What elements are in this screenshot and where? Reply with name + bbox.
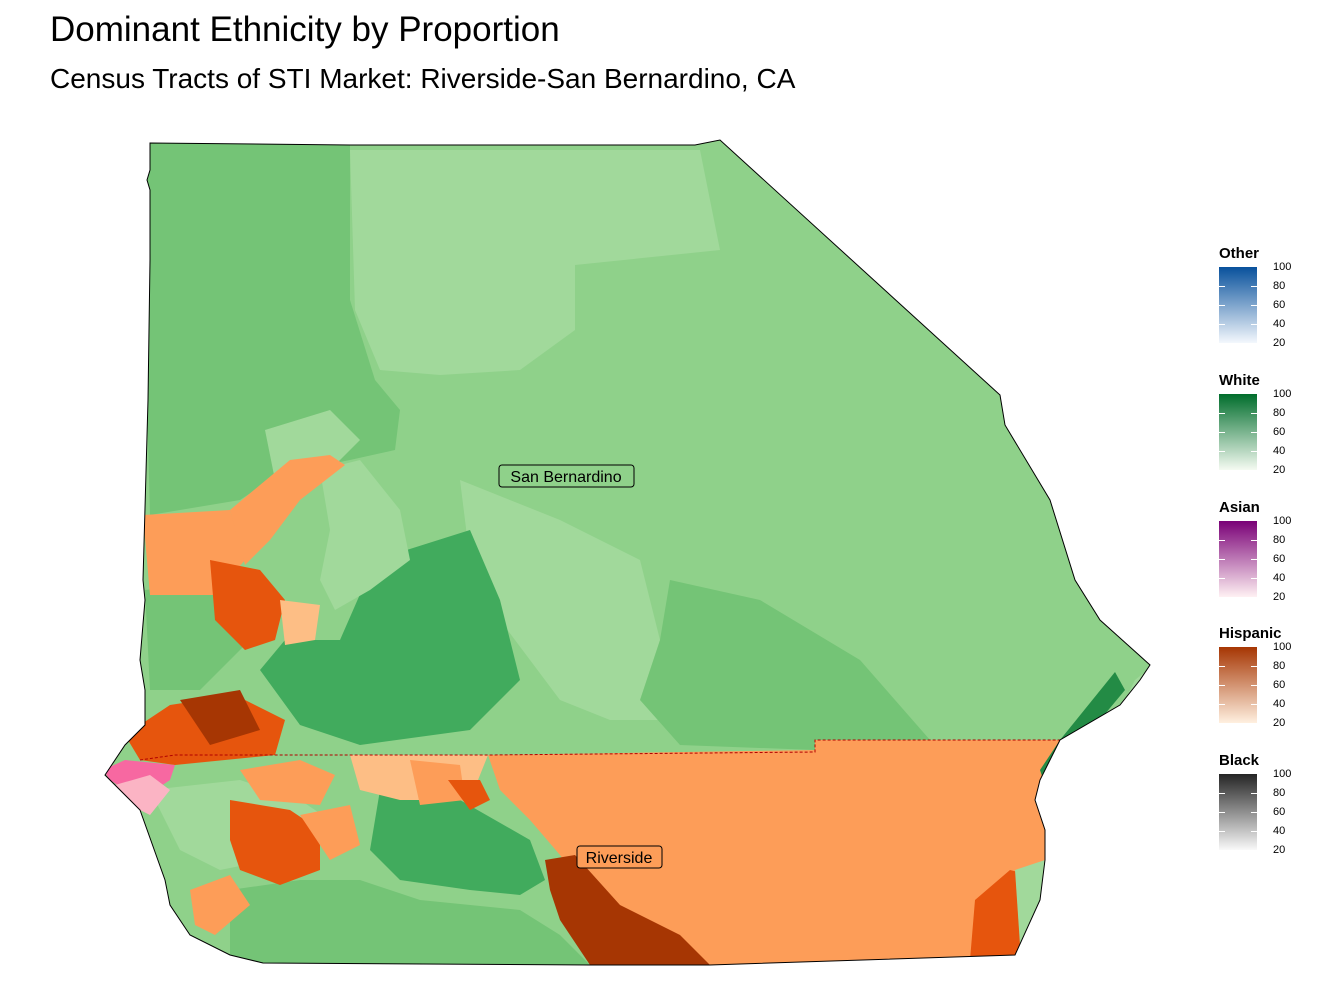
legend-tick-label: 40 (1273, 572, 1286, 584)
legend-white: White 100 80 60 40 20 (1219, 372, 1329, 482)
legend-tick-label: 100 (1273, 261, 1292, 273)
tract-region (260, 530, 520, 745)
tract-region (230, 800, 320, 885)
legend-tick-label: 60 (1273, 806, 1286, 818)
legend-tick-label: 80 (1273, 660, 1286, 672)
legend-color-bar (1219, 521, 1257, 597)
legend-color-bar (1219, 647, 1257, 723)
legend-color-bar (1219, 774, 1257, 850)
legend-title: White (1219, 372, 1260, 389)
legend-tick-label: 60 (1273, 553, 1286, 565)
legend-tick-label: 100 (1273, 641, 1292, 653)
tract-region (1015, 860, 1045, 945)
tract-region (640, 580, 930, 750)
tract-region (460, 480, 700, 720)
tract-region (1060, 672, 1125, 740)
tract-fills (105, 140, 1150, 965)
map-title: Dominant Ethnicity by Proportion (50, 10, 560, 49)
legend-other: Other 100 80 60 40 20 (1219, 245, 1329, 355)
legend-tick-label: 20 (1273, 591, 1286, 603)
tract-region (970, 870, 1030, 960)
tract-region (240, 760, 335, 805)
county-label-riverside: Riverside (576, 845, 663, 869)
legend-tick-label: 100 (1273, 768, 1292, 780)
tract-region (448, 780, 490, 810)
region-outline (104, 139, 1151, 966)
map-subtitle: Census Tracts of STI Market: Riverside-S… (50, 63, 796, 94)
tract-region (190, 875, 250, 935)
legend-tick-label: 80 (1273, 280, 1286, 292)
legend-title: Black (1219, 752, 1260, 769)
county-boundary (139, 739, 1060, 761)
legend-tick-label: 40 (1273, 698, 1286, 710)
tract-region (230, 880, 590, 965)
tract-region (300, 805, 360, 860)
tract-region (370, 790, 545, 895)
legend-tick-label: 80 (1273, 787, 1286, 799)
legend-color-bar (1219, 394, 1257, 470)
tract-region (230, 455, 345, 565)
legend-tick-label: 20 (1273, 844, 1286, 856)
tract-region (488, 740, 1060, 965)
legend-title: Asian (1219, 499, 1260, 516)
legend-title: Hispanic (1219, 625, 1282, 642)
tract-region (115, 775, 170, 815)
svg-text:San Bernardino: San Bernardino (510, 469, 621, 486)
legend-color-bar (1219, 267, 1257, 343)
legend-tick-label: 100 (1273, 388, 1292, 400)
legend-black: Black 100 80 60 40 20 (1219, 752, 1329, 862)
county-label-san-bernardino: San Bernardino (498, 464, 635, 488)
legend-asian: Asian 100 80 60 40 20 (1219, 499, 1329, 609)
legend-tick-label: 100 (1273, 515, 1292, 527)
tract-region (320, 460, 410, 610)
legend-hispanic: Hispanic 100 80 60 40 20 (1219, 625, 1329, 735)
tract-region (210, 560, 285, 650)
tract-region (545, 855, 710, 965)
legend-title: Other (1219, 245, 1260, 262)
legend-tick-label: 20 (1273, 464, 1286, 476)
legend-tick-label: 60 (1273, 426, 1286, 438)
legend-tick-label: 80 (1273, 407, 1286, 419)
svg-text:Riverside: Riverside (586, 850, 653, 867)
legend-tick-label: 40 (1273, 445, 1286, 457)
legend-tick-label: 60 (1273, 679, 1286, 691)
legend-tick-label: 20 (1273, 337, 1286, 349)
tract-region (410, 760, 465, 805)
tract-region (280, 600, 320, 645)
tract-region (180, 690, 260, 745)
legend-tick-label: 40 (1273, 825, 1286, 837)
tract-region (350, 150, 720, 375)
legend-tick-label: 60 (1273, 299, 1286, 311)
legend-tick-label: 40 (1273, 318, 1286, 330)
legend-tick-label: 20 (1273, 717, 1286, 729)
legend-tick-label: 80 (1273, 534, 1286, 546)
